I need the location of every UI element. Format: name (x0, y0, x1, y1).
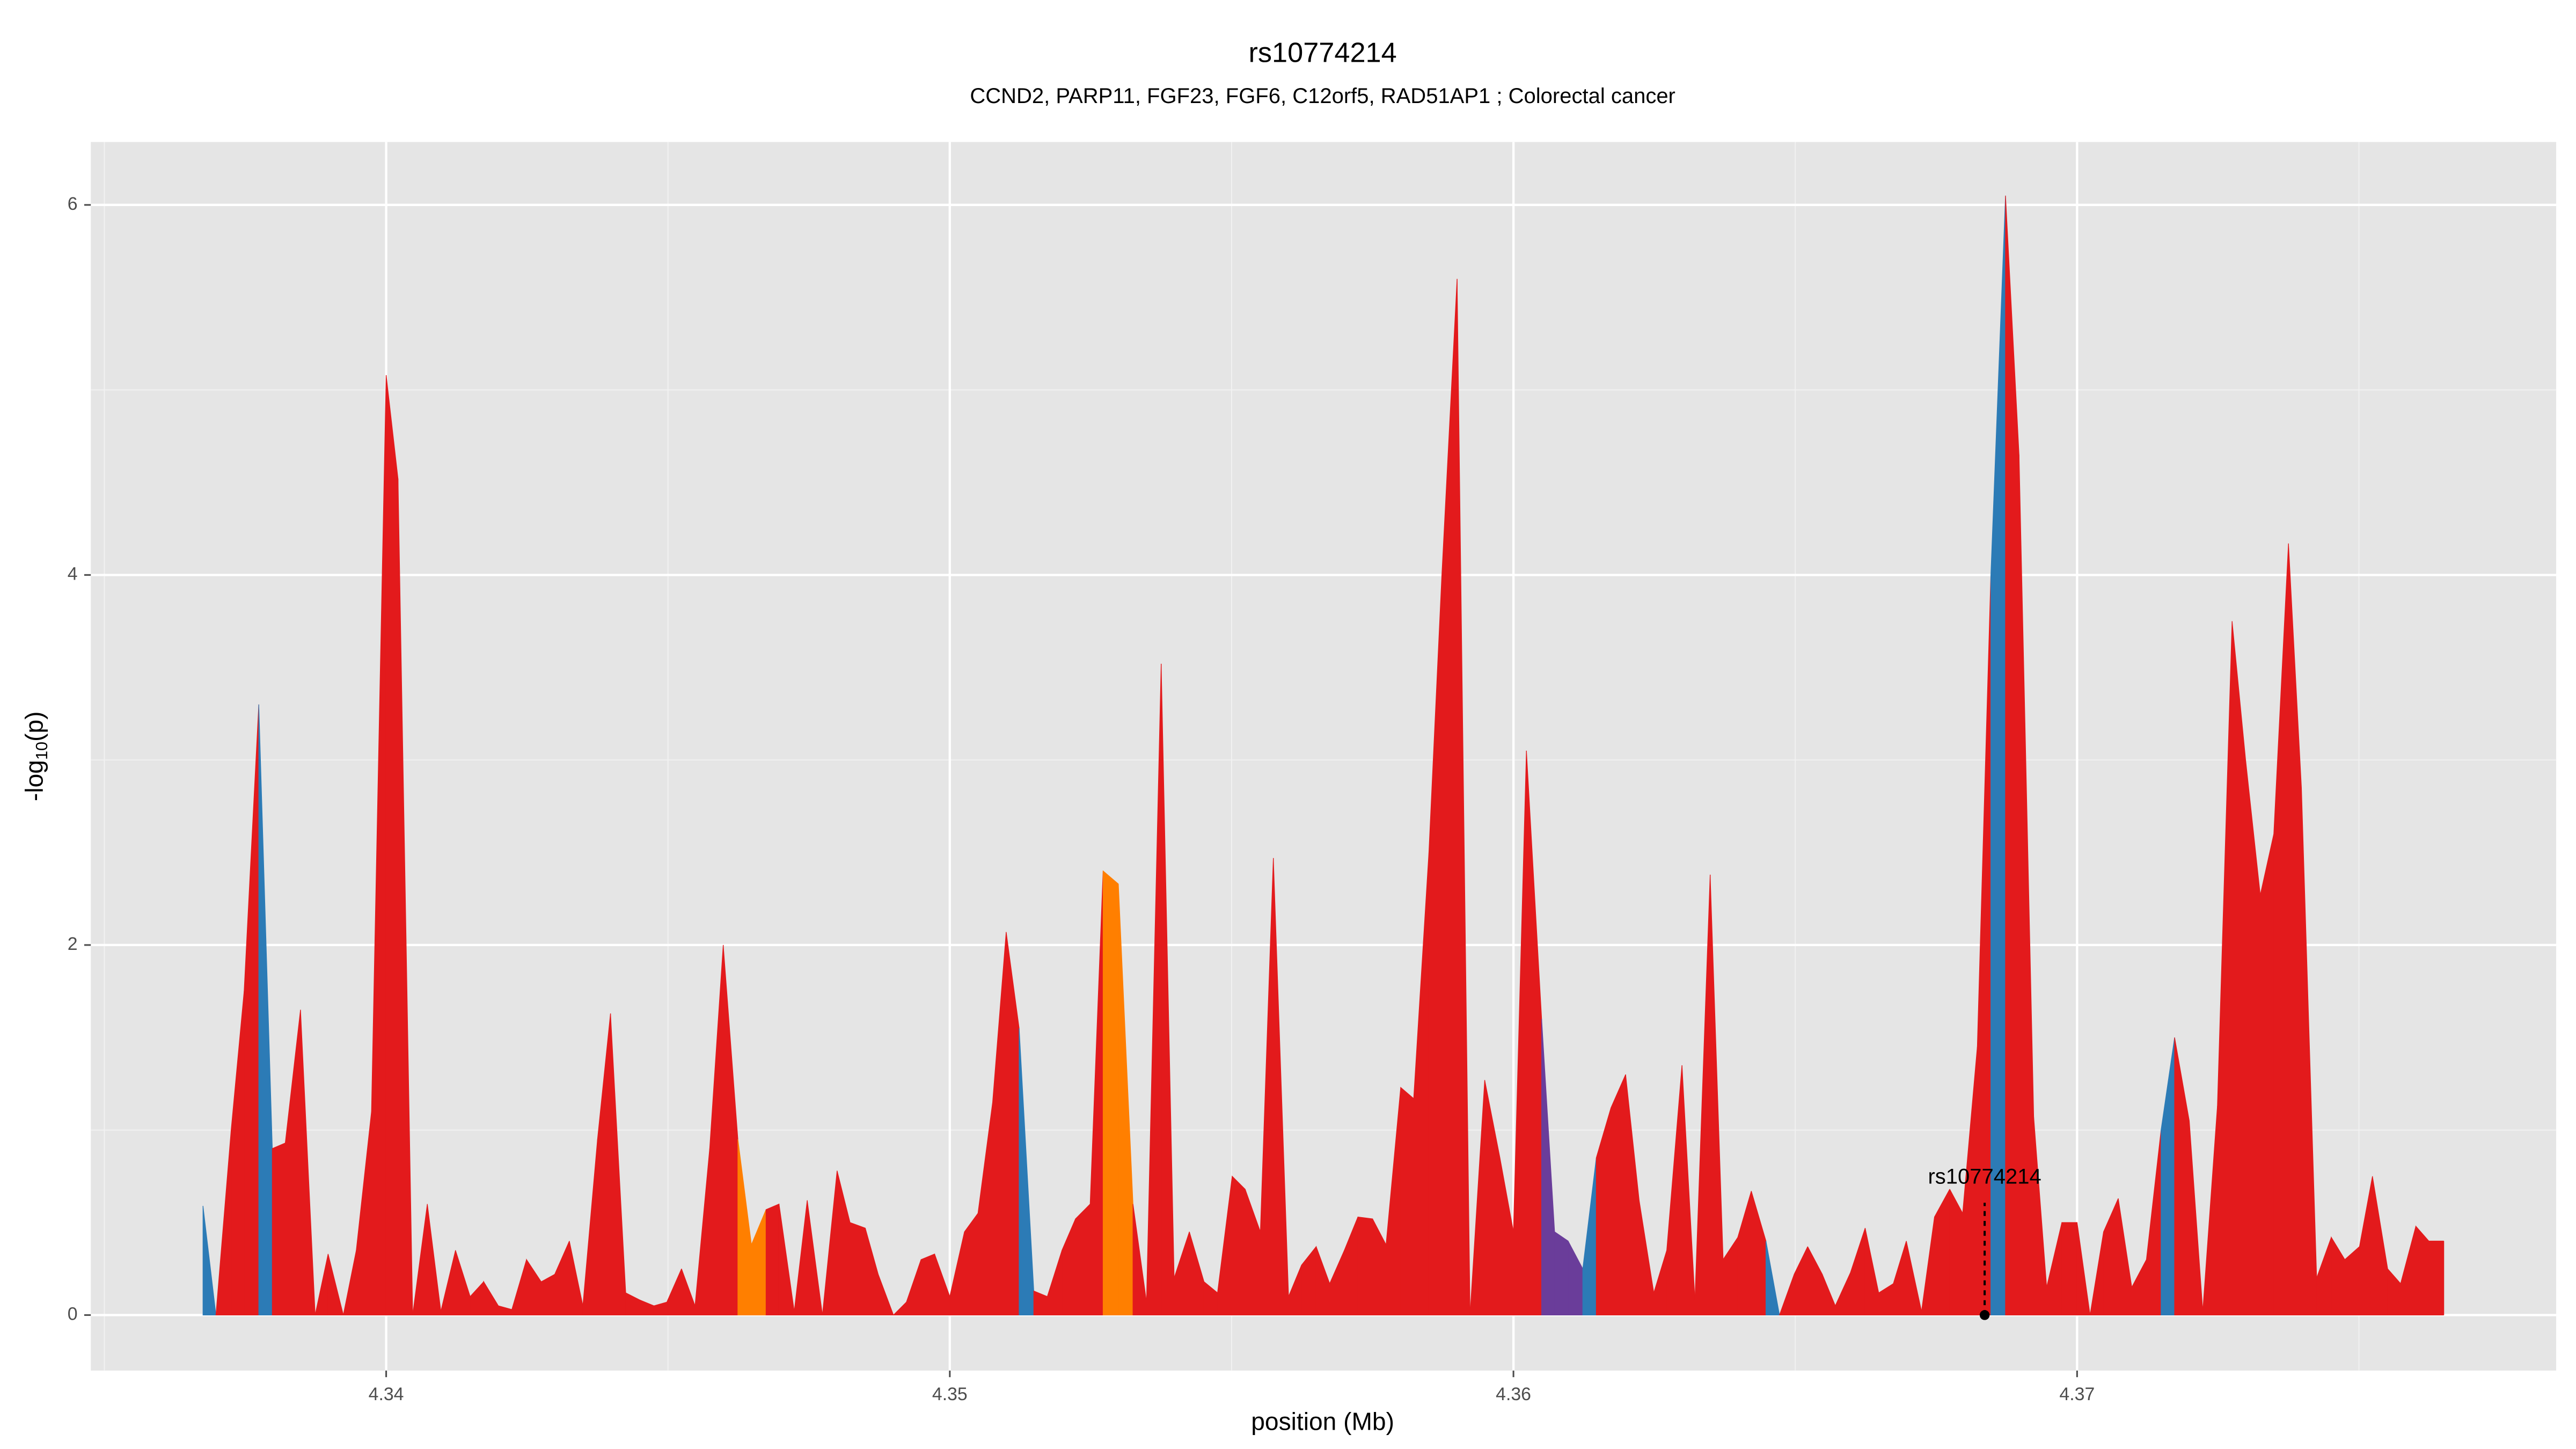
chart-title: rs10774214 (1248, 37, 1396, 68)
grid (91, 142, 2557, 1371)
x-tick-label: 4.34 (369, 1384, 404, 1404)
area-segment (1075, 1203, 1091, 1316)
area-segment (2428, 1240, 2444, 1316)
area-segment (920, 1253, 935, 1316)
area-segment (1357, 1216, 1373, 1316)
area-segment (1102, 870, 1119, 1316)
y-axis-title-part: (p) (20, 711, 48, 741)
area-segment (202, 1205, 217, 1316)
y-axis-title: -log10(p) (20, 711, 51, 801)
area-segment (272, 1142, 286, 1316)
area-segment (964, 1212, 978, 1316)
area-segment (540, 1274, 555, 1316)
y-axis-title-part: -log (20, 760, 48, 801)
x-tick-label: 4.36 (1496, 1384, 1531, 1404)
area-segment (877, 1274, 894, 1316)
area-segment (1554, 1231, 1569, 1316)
area-segment (850, 1222, 866, 1316)
x-tick-label: 4.35 (932, 1384, 968, 1404)
area-segment (2061, 1222, 2077, 1316)
x-axis-title: position (Mb) (1251, 1407, 1394, 1435)
chart-subtitle: CCND2, PARP11, FGF23, FGF6, C12orf5, RAD… (970, 84, 1675, 108)
area-segment (385, 375, 399, 1316)
area-segment (1611, 1074, 1626, 1316)
plot-panel (91, 142, 2557, 1371)
y-tick-label: 0 (68, 1304, 78, 1324)
area-segment (2415, 1225, 2429, 1316)
area-segment (1457, 279, 1470, 1316)
y-axis-title-subscript: 10 (32, 742, 51, 760)
annotation-label: rs10774214 (1928, 1165, 2041, 1189)
area-segment (1765, 1241, 1780, 1316)
annotation-point (1979, 1310, 1990, 1320)
area-segments (202, 195, 2445, 1316)
area-segment (807, 1200, 823, 1316)
area-segment (765, 1203, 780, 1316)
area-segment (327, 1254, 344, 1316)
y-tick-label: 4 (68, 564, 78, 584)
area-segment (2076, 1222, 2091, 1316)
area-segment (1400, 1087, 1414, 1316)
y-tick-label: 2 (68, 934, 78, 954)
x-tick-label: 4.37 (2059, 1384, 2095, 1404)
axes: 4.34 4.35 4.36 4.37 0 2 4 6 (68, 194, 2095, 1404)
area-segment (2260, 833, 2274, 1316)
area-segment (1232, 1175, 1246, 1316)
area-segment (398, 479, 413, 1316)
y-tick-label: 6 (68, 194, 78, 214)
area-segment (300, 1009, 316, 1316)
